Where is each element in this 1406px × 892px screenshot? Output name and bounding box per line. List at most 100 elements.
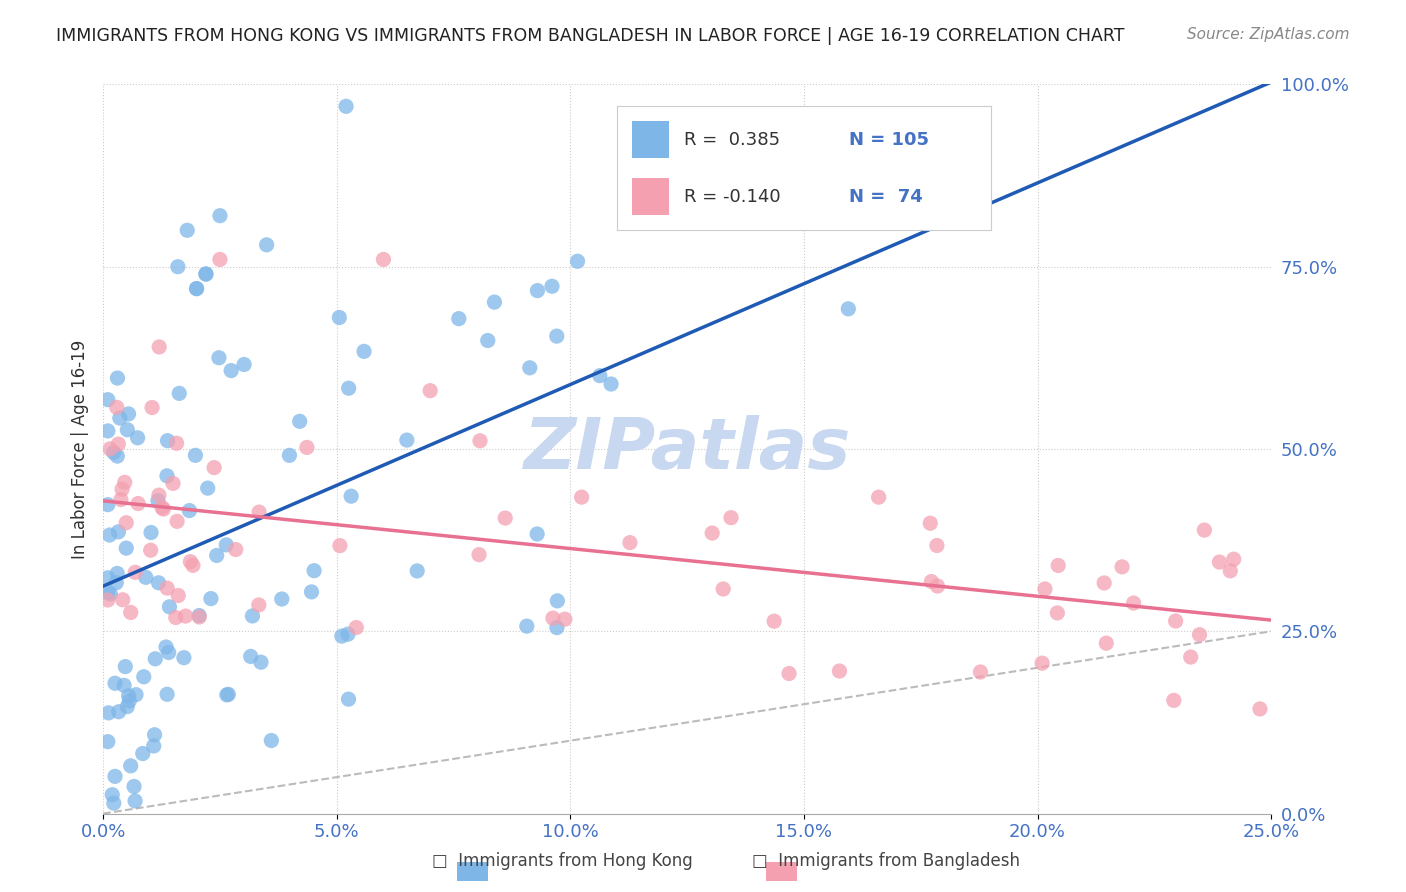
Point bbox=[468, 434, 491, 448]
Point bbox=[239, 649, 262, 664]
Point bbox=[301, 585, 323, 599]
Point bbox=[702, 526, 724, 541]
Point bbox=[97, 593, 120, 607]
Point bbox=[336, 627, 359, 641]
Point bbox=[186, 282, 208, 296]
Point bbox=[107, 371, 129, 385]
Point bbox=[217, 687, 239, 701]
Point bbox=[197, 481, 219, 495]
Point bbox=[516, 619, 538, 633]
Point bbox=[395, 433, 418, 447]
Point bbox=[97, 392, 120, 407]
Point bbox=[600, 377, 623, 392]
Point bbox=[1194, 523, 1216, 537]
Point bbox=[105, 449, 128, 463]
Point bbox=[184, 448, 207, 462]
Point bbox=[419, 384, 441, 398]
Point bbox=[242, 609, 264, 624]
Point bbox=[778, 666, 800, 681]
Point bbox=[526, 527, 548, 541]
Point bbox=[1188, 628, 1211, 642]
Point bbox=[1164, 614, 1187, 628]
Point bbox=[215, 538, 238, 552]
Point bbox=[156, 434, 179, 448]
Point bbox=[554, 612, 576, 626]
Point bbox=[156, 468, 179, 483]
Point bbox=[546, 594, 568, 608]
Point bbox=[105, 401, 128, 415]
Point bbox=[205, 549, 228, 563]
Point bbox=[162, 476, 184, 491]
Point bbox=[1180, 650, 1202, 665]
Point bbox=[260, 733, 283, 747]
Point bbox=[925, 539, 948, 553]
Point bbox=[194, 267, 217, 281]
Point bbox=[1092, 576, 1115, 591]
Point bbox=[103, 796, 125, 810]
Point bbox=[278, 448, 301, 462]
Point bbox=[250, 655, 273, 669]
Point bbox=[1249, 702, 1271, 716]
Point bbox=[186, 282, 208, 296]
Point bbox=[173, 650, 195, 665]
Point bbox=[148, 575, 170, 590]
Point bbox=[165, 610, 187, 624]
Text: Source: ZipAtlas.com: Source: ZipAtlas.com bbox=[1187, 27, 1350, 42]
Point bbox=[927, 579, 949, 593]
Point bbox=[117, 699, 139, 714]
Point bbox=[166, 514, 188, 528]
Point bbox=[146, 493, 169, 508]
Point bbox=[589, 368, 612, 383]
Point bbox=[1111, 559, 1133, 574]
Point bbox=[1222, 552, 1244, 566]
Point bbox=[225, 542, 247, 557]
Point bbox=[97, 734, 120, 748]
Point bbox=[107, 524, 129, 539]
Point bbox=[711, 582, 734, 596]
Point bbox=[127, 497, 149, 511]
Point bbox=[519, 360, 541, 375]
Point bbox=[176, 223, 198, 237]
Point bbox=[328, 310, 350, 325]
Point bbox=[969, 665, 991, 679]
Point bbox=[256, 238, 278, 252]
Point bbox=[1047, 558, 1070, 573]
Point bbox=[302, 564, 325, 578]
Point bbox=[115, 541, 138, 556]
Point bbox=[1046, 606, 1069, 620]
Point bbox=[208, 351, 231, 365]
Point bbox=[484, 295, 506, 310]
Point bbox=[837, 301, 859, 316]
Point bbox=[270, 592, 292, 607]
Point bbox=[373, 252, 395, 267]
Text: ZIPatlas: ZIPatlas bbox=[523, 415, 851, 483]
Point bbox=[208, 252, 231, 267]
Point bbox=[167, 589, 190, 603]
Point bbox=[329, 539, 352, 553]
Point bbox=[468, 548, 491, 562]
Point bbox=[1219, 564, 1241, 578]
Point bbox=[1208, 555, 1230, 569]
Point bbox=[122, 780, 145, 794]
Point bbox=[166, 436, 188, 450]
Point bbox=[494, 511, 516, 525]
Point bbox=[202, 460, 225, 475]
Point bbox=[97, 498, 120, 512]
Point bbox=[114, 475, 136, 490]
Point bbox=[353, 344, 375, 359]
Point bbox=[1122, 596, 1144, 610]
Point bbox=[135, 570, 157, 584]
Point bbox=[337, 692, 360, 706]
Point bbox=[1033, 582, 1056, 596]
Point bbox=[111, 482, 134, 496]
Text: IMMIGRANTS FROM HONG KONG VS IMMIGRANTS FROM BANGLADESH IN LABOR FORCE | AGE 16-: IMMIGRANTS FROM HONG KONG VS IMMIGRANTS … bbox=[56, 27, 1125, 45]
Point bbox=[208, 209, 231, 223]
Point bbox=[720, 510, 742, 524]
Point bbox=[200, 591, 222, 606]
Point bbox=[828, 664, 851, 678]
Point bbox=[167, 260, 190, 274]
Point bbox=[104, 769, 127, 783]
Point bbox=[120, 759, 142, 773]
Point bbox=[117, 423, 139, 437]
Point bbox=[105, 575, 128, 590]
